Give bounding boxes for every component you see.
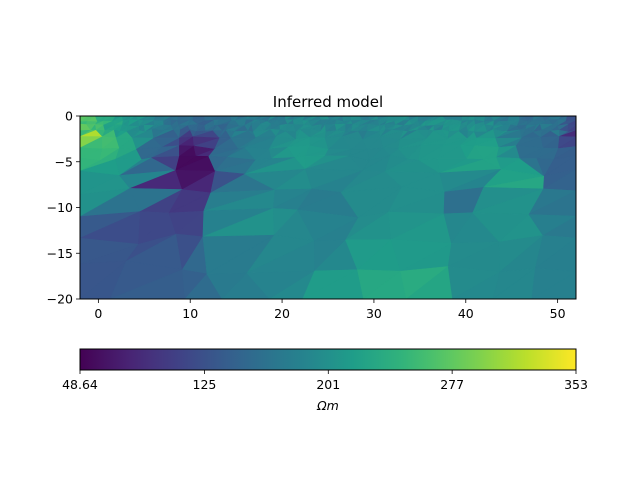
colorbar-unit-label: Ωm bbox=[316, 398, 339, 413]
x-tick-label: 10 bbox=[182, 306, 198, 321]
y-tick-label: 0 bbox=[65, 109, 73, 124]
y-tick-label: −20 bbox=[47, 292, 73, 307]
y-axis: 0 −5 −10 −15 −20 bbox=[47, 109, 80, 307]
plot-area bbox=[80, 116, 576, 299]
colorbar-tick-label: 277 bbox=[440, 377, 464, 392]
colorbar-tick-label: 48.64 bbox=[62, 377, 98, 392]
chart-title: Inferred model bbox=[273, 93, 383, 111]
colorbar-ticks: 48.64 125 201 277 353 bbox=[62, 370, 588, 392]
x-tick-label: 40 bbox=[458, 306, 474, 321]
y-tick-label: −5 bbox=[55, 154, 73, 169]
model-cells bbox=[80, 116, 576, 299]
x-tick-label: 0 bbox=[94, 306, 102, 321]
colorbar-tick-label: 353 bbox=[564, 377, 588, 392]
x-tick-label: 50 bbox=[550, 306, 566, 321]
x-axis: 0 10 20 30 40 50 bbox=[94, 299, 566, 321]
y-tick-label: −15 bbox=[47, 246, 73, 261]
model-cell bbox=[531, 271, 576, 299]
x-tick-label: 30 bbox=[366, 306, 382, 321]
colorbar: 48.64 125 201 277 353 Ωm bbox=[62, 348, 588, 413]
colorbar-tick-label: 201 bbox=[316, 377, 340, 392]
y-tick-label: −10 bbox=[47, 200, 73, 215]
colorbar-tick-label: 125 bbox=[193, 377, 217, 392]
colorbar-gradient bbox=[79, 348, 577, 371]
x-tick-label: 20 bbox=[274, 306, 290, 321]
